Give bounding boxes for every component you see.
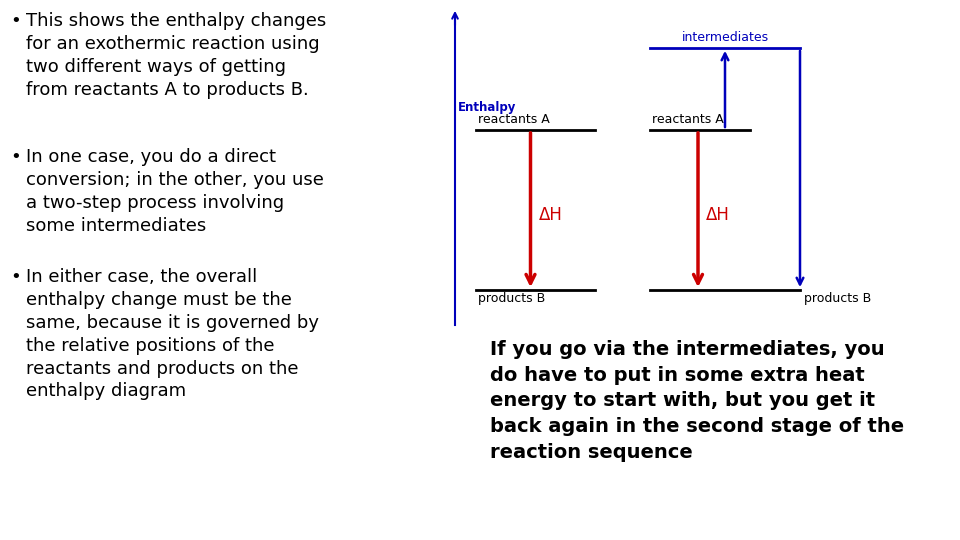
Text: •: •	[10, 268, 21, 286]
Text: •: •	[10, 148, 21, 166]
Text: products B: products B	[478, 292, 545, 305]
Text: Enthalpy: Enthalpy	[458, 102, 516, 114]
Text: reactants A: reactants A	[652, 113, 724, 126]
Text: •: •	[10, 12, 21, 30]
Text: ΔH: ΔH	[706, 206, 730, 224]
Text: products B: products B	[804, 292, 872, 305]
Text: ΔH: ΔH	[539, 206, 563, 224]
Text: If you go via the intermediates, you
do have to put in some extra heat
energy to: If you go via the intermediates, you do …	[490, 340, 904, 462]
Text: In either case, the overall
enthalpy change must be the
same, because it is gove: In either case, the overall enthalpy cha…	[26, 268, 319, 401]
Text: This shows the enthalpy changes
for an exothermic reaction using
two different w: This shows the enthalpy changes for an e…	[26, 12, 326, 99]
Text: In one case, you do a direct
conversion; in the other, you use
a two-step proces: In one case, you do a direct conversion;…	[26, 148, 324, 235]
Text: reactants A: reactants A	[478, 113, 550, 126]
Text: intermediates: intermediates	[682, 31, 769, 44]
